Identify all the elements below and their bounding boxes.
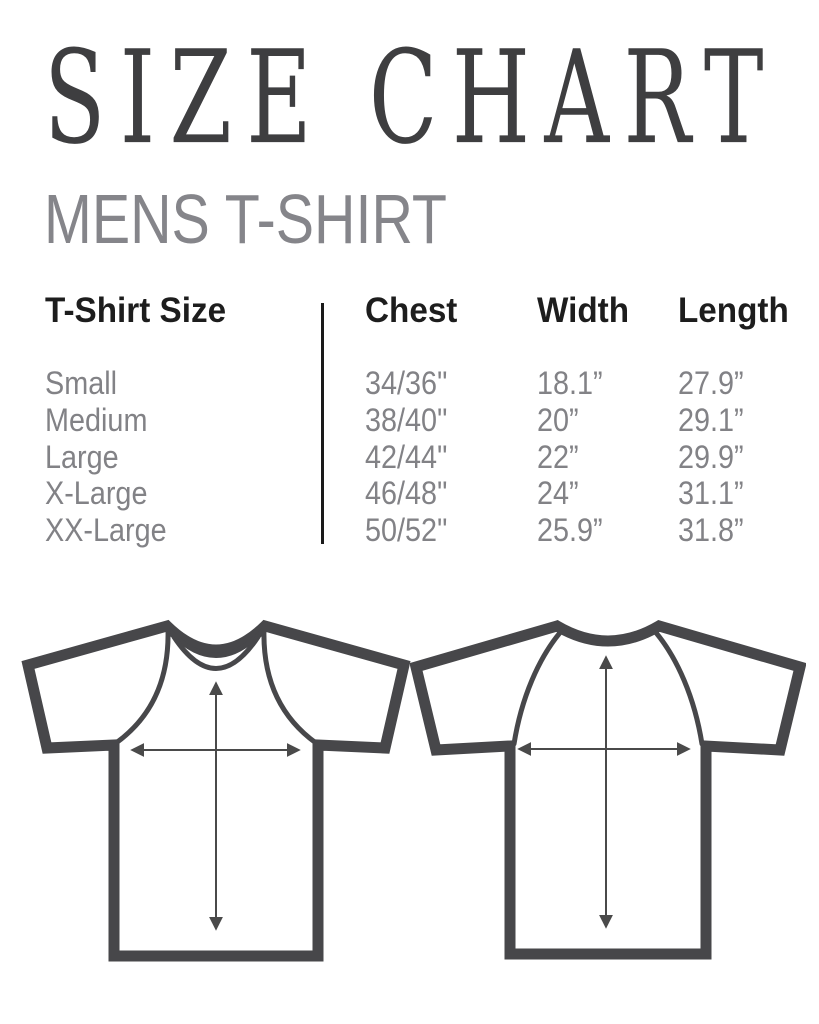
collar-rib-outer-curve	[165, 626, 267, 658]
cell-length: 31.8”	[678, 512, 744, 549]
column-header-size: T-Shirt Size	[45, 291, 227, 330]
cell-size: Small	[45, 365, 118, 401]
table-header-row: T-Shirt Size Chest Width Length	[45, 291, 805, 331]
cell-chest: 50/52"	[365, 512, 448, 549]
tshirt-back-outline	[410, 620, 806, 960]
size-table: T-Shirt Size Chest Width Length Small 34…	[45, 291, 805, 549]
right-sleeve-seam	[261, 626, 319, 746]
cell-length: 29.1”	[678, 401, 744, 438]
cell-length: 31.1”	[678, 475, 744, 512]
cell-length: 27.9”	[678, 365, 744, 401]
table-row: Large 42/44" 22” 29.9”	[45, 439, 805, 476]
tshirt-back-diagram	[410, 620, 806, 960]
cell-size: XX-Large	[45, 512, 167, 549]
cell-size: Large	[45, 438, 119, 475]
left-sleeve-seam	[113, 626, 171, 746]
tshirt-front-diagram	[21, 619, 411, 962]
table-body: Small 34/36" 18.1” 27.9” Medium 38/40" 2…	[45, 365, 805, 549]
right-sleeve-seam	[649, 625, 705, 747]
column-header-length: Length	[678, 291, 789, 330]
cell-size: X-Large	[45, 475, 148, 512]
column-header-width: Width	[537, 291, 630, 330]
cell-width: 25.9”	[537, 512, 603, 549]
cell-length: 29.9”	[678, 438, 744, 475]
cell-chest: 38/40"	[365, 401, 448, 438]
page-title: SIZE CHART	[44, 23, 778, 174]
cell-width: 22”	[537, 438, 579, 475]
table-row: XX-Large 50/52" 25.9” 31.8”	[45, 512, 805, 549]
cell-width: 24”	[537, 475, 579, 512]
table-row: Small 34/36" 18.1” 27.9”	[45, 365, 805, 402]
cell-size: Medium	[45, 401, 148, 438]
cell-chest: 46/48"	[365, 475, 448, 512]
cell-width: 20”	[537, 401, 579, 438]
cell-width: 18.1”	[537, 365, 603, 401]
table-row: X-Large 46/48" 24” 31.1”	[45, 475, 805, 512]
cell-chest: 34/36"	[365, 365, 448, 401]
collar-rib-inner-curve	[171, 634, 261, 671]
table-row: Medium 38/40" 20” 29.1”	[45, 402, 805, 439]
column-header-chest: Chest	[365, 291, 458, 330]
column-divider	[321, 303, 324, 544]
page-subtitle: MENS T-SHIRT	[44, 180, 447, 258]
left-sleeve-seam	[511, 625, 567, 747]
cell-chest: 42/44"	[365, 438, 448, 475]
